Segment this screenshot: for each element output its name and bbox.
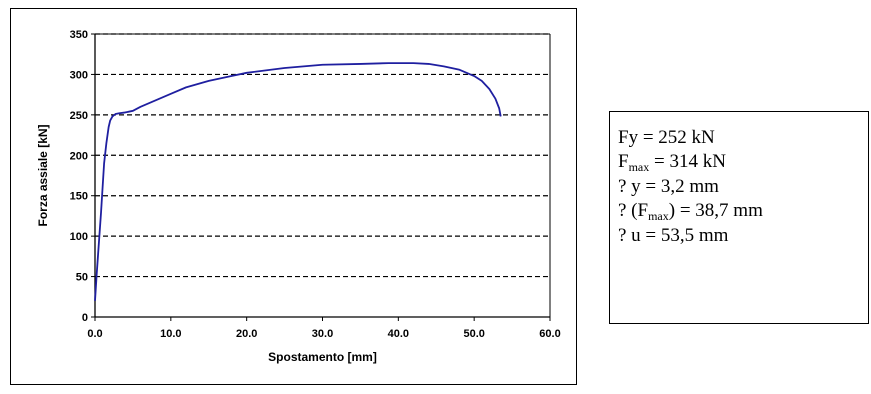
series <box>94 62 502 301</box>
y-axis-title: Forza assiale [kN] <box>36 124 50 226</box>
chart-frame: 0 50 100 150 200 250 300 350 0.0 10.0 20.0 30.0 40.… <box>10 8 577 385</box>
info-dfmax-sub: max <box>648 209 669 223</box>
x-tick-label-1: 10.0 <box>160 328 181 340</box>
x-tick-label-5: 50.0 <box>463 328 484 340</box>
y-tick-label-50: 50 <box>76 272 88 284</box>
x-tick-label-2: 20.0 <box>236 328 257 340</box>
y-tick-label-200: 200 <box>70 150 88 162</box>
y-tick-label-250: 250 <box>70 110 88 122</box>
x-axis-title: Spostamento [mm] <box>268 350 377 364</box>
axes <box>91 33 551 321</box>
info-fy-text: Fy = 252 kN <box>618 127 715 148</box>
y-tick-label-0: 0 <box>82 312 88 324</box>
info-dfmax: ? (Fmax) = 38,7 mm <box>618 199 868 224</box>
info-fmax-prefix: F <box>618 151 629 172</box>
x-tick-label-3: 30.0 <box>312 328 333 340</box>
info-du-text: ? u = 53,5 mm <box>618 225 729 246</box>
info-fy: Fy = 252 kN <box>618 126 868 150</box>
x-tick-label-6: 60.0 <box>539 328 560 340</box>
info-dfmax-prefix: ? (F <box>618 200 649 221</box>
info-dy: ? y = 3,2 mm <box>618 175 868 199</box>
y-tick-label-300: 300 <box>70 69 88 81</box>
series-line-0 <box>94 62 502 301</box>
y-tick-label-100: 100 <box>70 231 88 243</box>
x-tick-labels: 0.0 10.0 20.0 30.0 40.0 50.0 60.0 <box>87 328 560 340</box>
grid-lines <box>95 33 550 278</box>
info-dy-text: ? y = 3,2 mm <box>618 176 719 197</box>
y-tick-label-350: 350 <box>70 29 88 41</box>
info-box: Fy = 252 kN Fmax = 314 kN ? y = 3,2 mm ?… <box>609 111 869 324</box>
info-fmax-sub: max <box>628 160 650 174</box>
y-tick-label-150: 150 <box>70 191 88 203</box>
info-fmax: Fmax = 314 kN <box>618 150 868 175</box>
chart-plot: 0 50 100 150 200 250 300 350 0.0 10.0 20.0 30.0 40.… <box>36 29 561 364</box>
info-du: ? u = 53,5 mm <box>618 224 868 248</box>
x-tick-label-0: 0.0 <box>87 328 102 340</box>
x-tick-label-4: 40.0 <box>388 328 409 340</box>
info-dfmax-suffix: ) = 38,7 mm <box>668 200 763 221</box>
y-tick-labels: 0 50 100 150 200 250 300 350 <box>70 29 88 324</box>
info-fmax-suffix: = 314 kN <box>649 151 726 172</box>
